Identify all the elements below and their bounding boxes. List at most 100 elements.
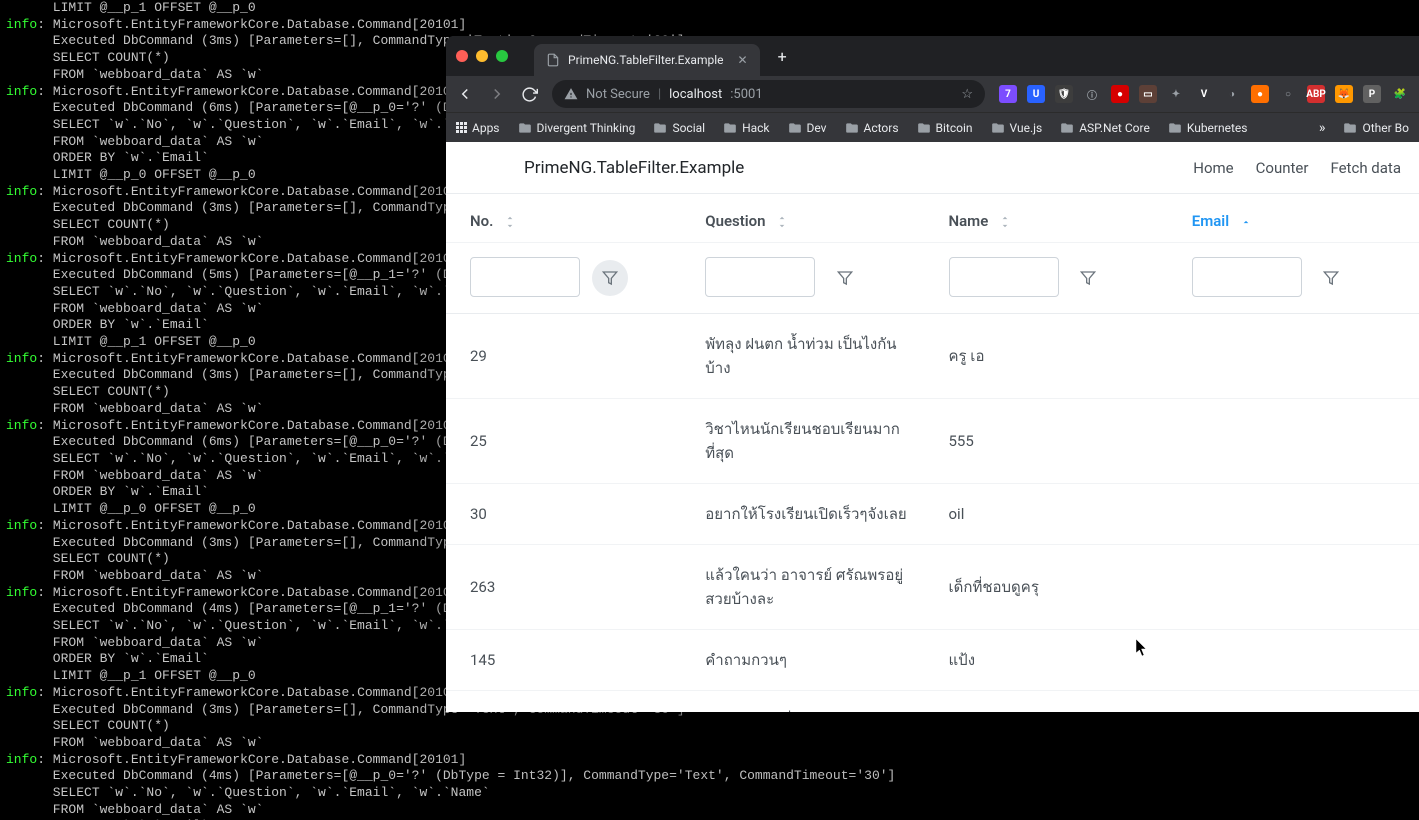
bookmark-folder[interactable]: Kubernetes <box>1168 121 1248 135</box>
filter-input-no[interactable] <box>470 257 580 297</box>
table-row[interactable]: 25วิชาไหนนักเรียนชอบเรียนมากที่สุด555 <box>446 399 1419 484</box>
filter-button-name[interactable] <box>1070 260 1106 296</box>
column-header-no[interactable]: No. <box>446 194 689 243</box>
table-row[interactable]: 29พัทลุง ฝนตก น้ำท่วม เป็นไงกันบ้างครู เ… <box>446 314 1419 399</box>
cell-no: 263 <box>446 545 689 630</box>
log-body: SELECT COUNT(*) <box>6 217 170 232</box>
log-body: : Microsoft.EntityFrameworkCore.Database… <box>37 585 466 600</box>
extension-icon[interactable]: ◑ <box>1223 85 1241 103</box>
extension-icon[interactable]: P <box>1363 85 1381 103</box>
nav-link-counter[interactable]: Counter <box>1256 159 1309 177</box>
filter-input-name[interactable] <box>949 257 1059 297</box>
folder-icon <box>1343 121 1357 135</box>
table-row[interactable]: 316.5 ใครสวยที่สุดในห้องค่ะเฮอร์ไมโอนี <box>446 691 1419 713</box>
new-tab-button[interactable]: + <box>768 47 797 66</box>
table-row[interactable]: 30อยากให้โรงเรียนเปิดเร็วๆจังเลยoil <box>446 484 1419 545</box>
browser-tab[interactable]: PrimeNG.TableFilter.Example ✕ <box>534 44 760 76</box>
tab-bar: PrimeNG.TableFilter.Example ✕ + <box>446 36 1419 76</box>
bookmark-star-icon[interactable]: ☆ <box>961 87 973 102</box>
extension-icon[interactable]: 🦊 <box>1335 85 1353 103</box>
bookmarks-overflow-button[interactable]: » <box>1319 120 1326 136</box>
cell-email <box>1176 399 1419 484</box>
column-label: Question <box>705 212 765 230</box>
bookmark-folder[interactable]: Divergent Thinking <box>518 121 636 135</box>
bookmark-folder[interactable]: Hack <box>723 121 769 135</box>
apps-button[interactable]: Apps <box>456 121 500 135</box>
extension-icon[interactable]: ABP <box>1307 85 1325 103</box>
cell-no: 25 <box>446 399 689 484</box>
forward-button[interactable] <box>488 85 506 103</box>
window-maximize-button[interactable] <box>496 50 508 62</box>
sort-icon <box>998 215 1012 229</box>
log-body: FROM `webboard_data` AS `w` <box>6 134 263 149</box>
log-body: SELECT COUNT(*) <box>6 50 170 65</box>
extension-icon[interactable]: ✦ <box>1167 85 1185 103</box>
cell-name: เด็กที่ชอบดูครุ <box>933 545 1176 630</box>
cell-question: คำถามกวนๆ <box>689 630 932 691</box>
log-level: info <box>6 251 37 266</box>
folder-icon <box>723 121 737 135</box>
log-body: LIMIT @__p_1 OFFSET @__p_0 <box>6 334 256 349</box>
bookmark-label: Kubernetes <box>1187 121 1248 135</box>
cell-name: เฮอร์ไมโอนี <box>933 691 1176 713</box>
log-body: FROM `webboard_data` AS `w` <box>6 568 263 583</box>
extension-icon[interactable]: ▭ <box>1139 85 1157 103</box>
column-header-email[interactable]: Email <box>1176 194 1419 243</box>
bookmark-folder[interactable]: Bitcoin <box>917 121 973 135</box>
log-body: : Microsoft.EntityFrameworkCore.Database… <box>37 251 466 266</box>
bookmark-folder[interactable]: Dev <box>788 121 827 135</box>
cell-name: oil <box>933 484 1176 545</box>
bookmark-folder[interactable]: Social <box>653 121 705 135</box>
cell-question: แล้วใคนว่า อาจารย์ ศรัณพรอยู่สวยบ้างละ <box>689 545 932 630</box>
data-table-container: No. Question Name <box>446 194 1419 712</box>
extension-icon[interactable]: ○ <box>1279 85 1297 103</box>
log-level: info <box>6 685 37 700</box>
bookmark-folder[interactable]: Actors <box>845 121 899 135</box>
address-bar[interactable]: Not Secure | localhost:5001 ☆ <box>552 80 985 108</box>
column-header-question[interactable]: Question <box>689 194 932 243</box>
window-minimize-button[interactable] <box>476 50 488 62</box>
log-body: LIMIT @__p_0 OFFSET @__p_0 <box>6 501 256 516</box>
cell-name: แป้ง <box>933 630 1176 691</box>
reload-button[interactable] <box>520 85 538 103</box>
column-header-name[interactable]: Name <box>933 194 1176 243</box>
back-button[interactable] <box>456 85 474 103</box>
log-body: FROM `webboard_data` AS `w` <box>6 735 263 750</box>
extension-icon[interactable]: ⓘ <box>1083 85 1101 103</box>
bookmark-label: Actors <box>864 121 899 135</box>
log-level: info <box>6 585 37 600</box>
bookmark-folder-other[interactable]: Other Bo <box>1343 121 1409 135</box>
filter-input-question[interactable] <box>705 257 815 297</box>
table-row[interactable]: 145คำถามกวนๆแป้ง <box>446 630 1419 691</box>
extension-icon[interactable]: 7 <box>999 85 1017 103</box>
column-label: Email <box>1192 212 1229 230</box>
extension-icon[interactable]: U <box>1027 85 1045 103</box>
filter-input-email[interactable] <box>1192 257 1302 297</box>
bookmark-folder[interactable]: Vue.js <box>991 121 1043 135</box>
nav-link-fetch[interactable]: Fetch data <box>1330 159 1401 177</box>
terminal-line: info: Microsoft.EntityFrameworkCore.Data… <box>6 17 1413 34</box>
filter-button-email[interactable] <box>1313 260 1349 296</box>
tab-title: PrimeNG.TableFilter.Example <box>568 53 724 67</box>
extension-icon[interactable]: V <box>1195 85 1213 103</box>
folder-icon <box>1168 121 1182 135</box>
sort-icon <box>775 215 789 229</box>
folder-icon <box>518 121 532 135</box>
filter-button-no[interactable] <box>592 260 628 296</box>
bookmark-folder[interactable]: ASP.Net Core <box>1060 121 1150 135</box>
extension-icon[interactable]: 🛡 <box>1055 85 1073 103</box>
extension-icon[interactable]: 🧩 <box>1391 85 1409 103</box>
nav-link-home[interactable]: Home <box>1193 159 1233 177</box>
terminal-line: SELECT COUNT(*) <box>6 718 1413 735</box>
cell-email <box>1176 545 1419 630</box>
tab-close-icon[interactable]: ✕ <box>738 53 748 67</box>
extension-icon[interactable]: ● <box>1111 85 1129 103</box>
cell-no: 31 <box>446 691 689 713</box>
cell-email <box>1176 314 1419 399</box>
bookmark-label: Other Bo <box>1362 121 1409 135</box>
extension-icon[interactable]: ● <box>1251 85 1269 103</box>
window-close-button[interactable] <box>456 50 468 62</box>
log-body: FROM `webboard_data` AS `w` <box>6 802 263 817</box>
table-row[interactable]: 263แล้วใคนว่า อาจารย์ ศรัณพรอยู่สวยบ้างล… <box>446 545 1419 630</box>
filter-button-question[interactable] <box>827 260 863 296</box>
